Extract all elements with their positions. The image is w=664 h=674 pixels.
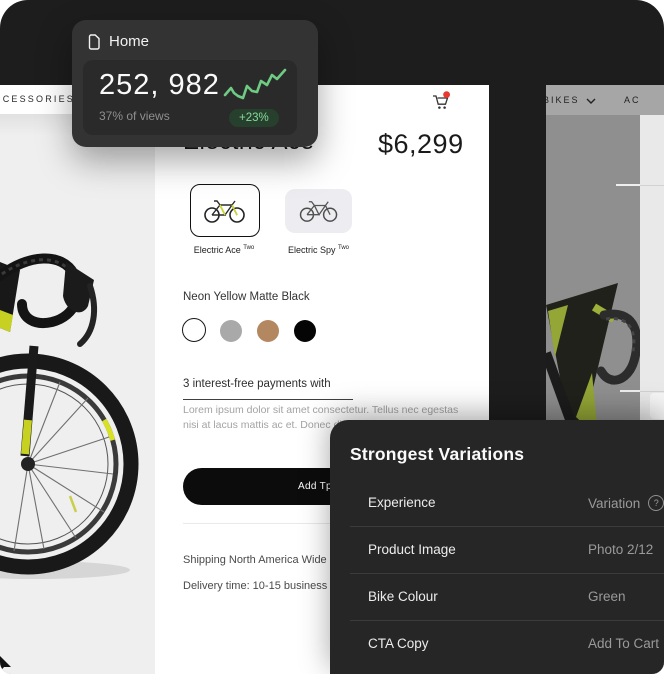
swatch-tan[interactable]: [257, 320, 279, 342]
payments-note[interactable]: 3 interest-free payments with: [183, 378, 353, 400]
home-metric-tooltip: Home 252, 982 37% of views +23%: [72, 20, 318, 147]
bike-thumb-icon: [299, 201, 337, 222]
cart-badge: [443, 91, 450, 98]
variation-row-cta-copy[interactable]: CTA Copy Add To Cart: [330, 621, 664, 668]
secondary-rule: [640, 391, 664, 392]
variant-sup: Two: [338, 245, 350, 251]
row-value: Green: [588, 589, 626, 604]
row-label: Experience: [368, 495, 436, 510]
swatch-gray[interactable]: [220, 320, 242, 342]
secondary-rule: [620, 390, 640, 392]
variant-thumb-electric-spy[interactable]: [285, 189, 352, 233]
swatch-neon-yellow-white[interactable]: [182, 318, 206, 342]
secondary-rule: [640, 185, 664, 186]
panel-title: Strongest Variations: [350, 444, 525, 464]
chevron-down-icon: [586, 98, 596, 104]
strongest-variations-panel: Strongest Variations Experience Variatio…: [330, 420, 664, 674]
secondary-rule: [616, 184, 640, 186]
row-label: Bike Colour: [368, 589, 438, 604]
cart-icon: [433, 91, 450, 109]
row-label: Product Image: [368, 542, 456, 557]
row-value-text: Variation: [588, 495, 641, 511]
variant-name: Electric Spy: [287, 245, 336, 255]
row-value: Add To Cart: [588, 636, 660, 651]
secondary-navigation: BIKES AC: [546, 85, 664, 115]
swatch-black[interactable]: [294, 320, 316, 342]
info-icon[interactable]: ?: [648, 495, 664, 511]
variant-label-electric-spy: Electric Spy Two: [285, 245, 352, 255]
variation-row-product-image[interactable]: Product Image Photo 2/12: [330, 527, 664, 574]
delivery-info: Delivery time: 10-15 business days: [183, 580, 354, 592]
product-page-window: CCESSORIES: [0, 85, 489, 674]
variant-sup: Two: [243, 245, 255, 251]
variant-label-electric-ace: Electric Ace Two: [190, 245, 258, 255]
row-label: CTA Copy: [368, 636, 429, 651]
growth-badge: +23%: [229, 109, 279, 127]
bike-thumb-icon: [204, 199, 245, 223]
tooltip-header: Home: [87, 33, 149, 50]
trend-sparkline: [223, 68, 287, 100]
metric-card: 252, 982 37% of views +23%: [83, 60, 297, 135]
color-option-label: Neon Yellow Matte Black: [183, 291, 310, 303]
nav-item-bikes[interactable]: BIKES: [546, 95, 580, 105]
variation-row-experience[interactable]: Experience Variation ?: [330, 480, 664, 527]
nav-item-accessories[interactable]: CCESSORIES: [0, 94, 76, 104]
bike-photo-illustration: [0, 253, 139, 579]
row-divider: [350, 620, 664, 621]
product-photo-area: [0, 114, 155, 674]
row-value: Photo 2/12: [588, 542, 654, 557]
section-divider: [183, 523, 470, 524]
views-caption: 37% of views: [99, 109, 170, 123]
cart-button[interactable]: [430, 90, 452, 112]
row-divider: [350, 573, 664, 574]
shipping-info: Shipping North America Wide: [183, 554, 327, 566]
variant-thumb-electric-ace[interactable]: [190, 184, 260, 237]
variations-list: Experience Variation ? Product Image Pho…: [330, 480, 664, 668]
variant-name: Electric Ace: [193, 245, 241, 255]
product-price: $6,299: [378, 129, 464, 159]
views-metric: 252, 982: [99, 69, 220, 101]
nav-item-accessories-partial[interactable]: AC: [624, 95, 641, 105]
variation-row-bike-colour[interactable]: Bike Colour Green: [330, 574, 664, 621]
mouse-cursor: [0, 656, 11, 672]
row-divider: [350, 526, 664, 527]
tooltip-title: Home: [109, 33, 150, 50]
row-value: Variation ?: [588, 495, 664, 511]
secondary-thumb-partial: [650, 393, 664, 419]
page-icon: [88, 33, 100, 50]
